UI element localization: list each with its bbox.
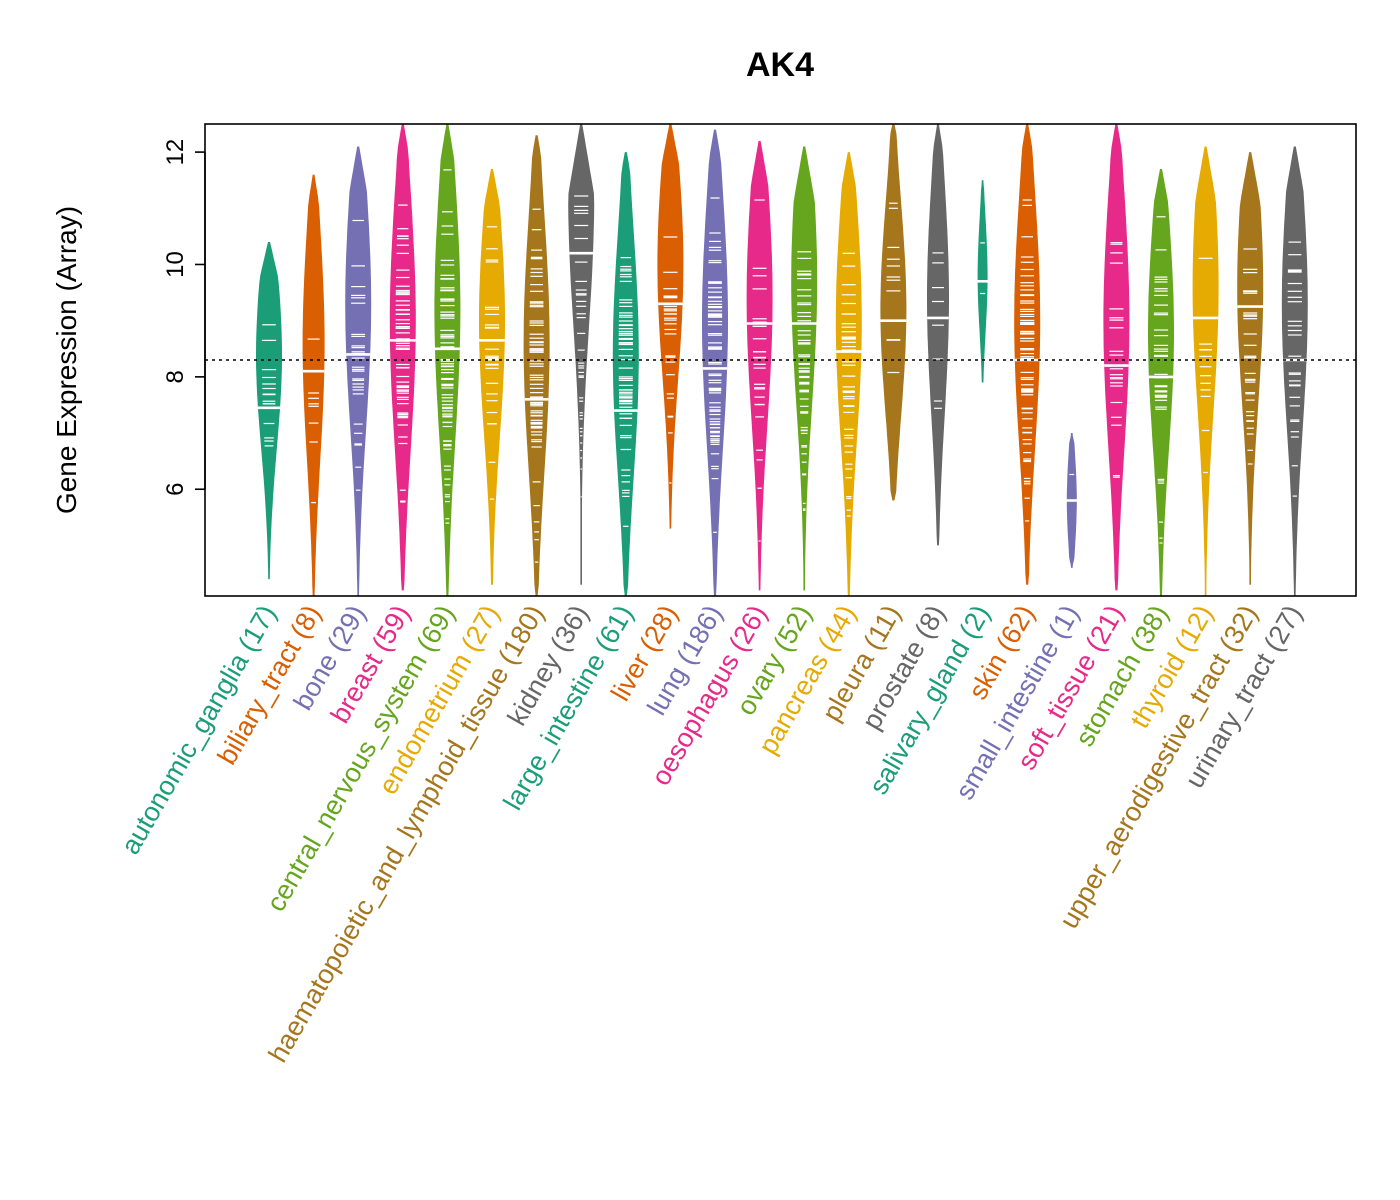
violin-body [256,242,282,580]
violin-group [256,124,1308,596]
violin-soft_tissue [1103,124,1130,591]
violin-body [1103,124,1130,591]
violin-skin [1014,124,1041,585]
violin-body [657,124,684,529]
violin-small_intestine [1065,433,1078,568]
violin-body [612,152,639,596]
violin-upper_aerodigestive_tract [1237,152,1264,585]
violin-breast [389,124,416,591]
violin-bone [345,146,372,596]
violin-body [835,152,862,596]
violin-body [1237,152,1264,585]
violin-lung [702,129,728,596]
violin-endometrium [479,169,505,585]
violin-body [880,124,907,501]
violin-stomach [1148,169,1174,596]
y-tick-label: 10 [162,251,189,278]
violin-biliary_tract [302,174,325,596]
violin-autonomic_ganglia [256,242,282,580]
violin-liver [657,124,684,529]
violin-body [523,135,550,596]
violin-central_nervous_system [434,124,461,596]
y-axis: 6 8 10 12 [162,139,206,496]
violin-pancreas [835,152,862,596]
violin-thyroid [1192,146,1219,596]
violin-ovary [791,146,818,591]
violin-salivary_gland [976,180,989,383]
violin-body [568,124,595,585]
violin-body [479,169,505,585]
violin-prostate [927,124,949,546]
chart-title: AK4 [746,46,814,84]
violin-body [302,174,325,596]
violin-haematopoietic_and_lymphoid_tissue [523,135,550,596]
violin-body [1014,124,1041,585]
y-tick-label: 6 [162,483,189,496]
x-axis-labels: autonomic_ganglia (17)biliary_tract (8)b… [115,600,1308,1067]
violin-body [746,140,773,591]
violin-body [927,124,949,546]
violin-body [1192,146,1219,596]
violin-body [389,124,416,591]
y-tick-label: 8 [162,370,189,383]
y-tick-label: 12 [162,139,189,166]
y-axis-label: Gene Expression (Array) [51,206,82,514]
violin-body [1281,146,1308,596]
violin-oesophagus [746,140,773,591]
violin-urinary_tract [1281,146,1308,596]
violin-large_intestine [612,152,639,596]
category-count: (27) [1254,600,1308,663]
violin-pleura [880,124,907,501]
violin-body [1148,169,1174,596]
violin-kidney [568,124,595,585]
